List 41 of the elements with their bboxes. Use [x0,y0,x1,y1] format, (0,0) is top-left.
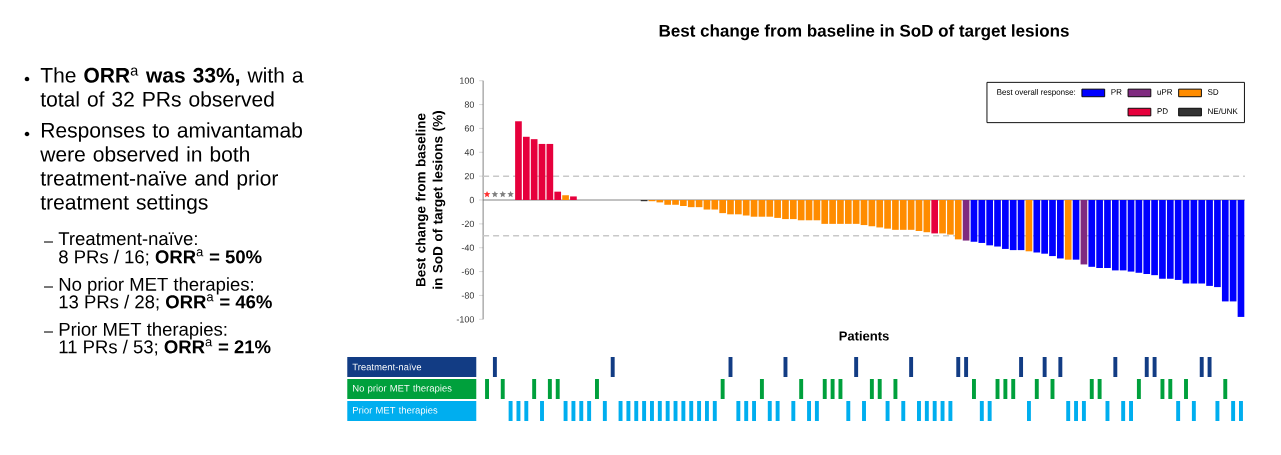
text: 13 PRs / 28; ORR$^{a}$ = 46% [59,294,272,311]
legend-label: uPR [1157,89,1173,95]
bar [538,143,546,201]
bar [562,195,569,201]
text: Treatment-naïve [352,363,422,371]
text: No prior MET therapies: [59,277,253,295]
y-tick-label: 0 [469,196,475,204]
text: Prior MET therapies [353,406,438,416]
bar [931,200,939,234]
y-axis-title: Best change from baseline in SoD of target lesions (%) [415,111,446,289]
bar [1237,200,1245,317]
legend-title: Best overall response: [997,89,1076,97]
text: Responses to amivantamab were observed in both treatment-naïve and prior treatment settings [40,122,302,214]
legend-label: SD [1207,89,1219,95]
chart-title: Best change from baseline in SoD of target lesions [659,24,1069,41]
bar [962,200,970,241]
bar [1182,200,1190,284]
y-tick-label: -100 [456,316,475,323]
legend-label: NE/UNK [1208,108,1238,115]
text: 8 PRs / 16; ORR$^{a}$ = 50% [59,249,262,266]
text: No prior MET therapies [353,384,452,394]
y-tick-label: 100 [460,77,475,84]
y-tick-label: -80 [461,292,475,299]
legend-label: PR [1111,89,1122,95]
y-tick-label: -60 [461,268,475,275]
bar [570,196,577,201]
y-tick-label: 20 [464,172,475,180]
text: Prior MET therapies: [59,322,227,340]
legend-label: PD [1157,108,1168,114]
bar [1072,200,1080,260]
text: The ORR$^{a}$ was 33%, with a total of 32 PRs observed [40,67,304,107]
x-axis-title: Patients [839,331,889,341]
y-tick-label: 40 [464,149,475,156]
y-tick-label: 60 [464,125,475,132]
y-tick-label: -20 [461,220,475,228]
bar [860,200,868,226]
y-tick-label: -40 [461,244,475,251]
text: 11 PRs / 53; ORR$^{a}$ = 21% [59,339,271,356]
bar [1064,200,1072,260]
text: Treatment-naïve: [58,232,197,246]
y-tick-label: 80 [464,101,475,108]
